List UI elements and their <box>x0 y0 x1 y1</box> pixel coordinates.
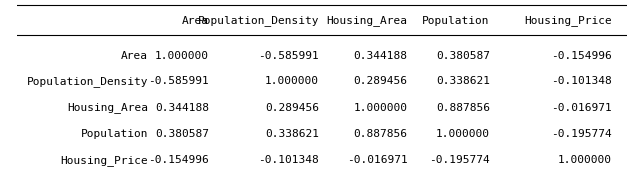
Text: -0.101348: -0.101348 <box>258 155 319 165</box>
Text: Population: Population <box>422 16 490 26</box>
Text: -0.195774: -0.195774 <box>429 155 490 165</box>
Text: 0.289456: 0.289456 <box>354 76 408 86</box>
Text: -0.016971: -0.016971 <box>551 103 612 113</box>
Text: 0.289456: 0.289456 <box>265 103 319 113</box>
Text: 1.000000: 1.000000 <box>436 129 490 139</box>
Text: -0.154996: -0.154996 <box>149 155 209 165</box>
Text: -0.585991: -0.585991 <box>149 76 209 86</box>
Text: 1.000000: 1.000000 <box>265 76 319 86</box>
Text: Housing_Area: Housing_Area <box>67 102 148 113</box>
Text: 0.380587: 0.380587 <box>155 129 209 139</box>
Text: Housing_Price: Housing_Price <box>60 155 148 166</box>
Text: Population: Population <box>81 129 148 139</box>
Text: Housing_Area: Housing_Area <box>327 16 408 26</box>
Text: Population_Density: Population_Density <box>198 16 319 26</box>
Text: Population_Density: Population_Density <box>27 76 148 87</box>
Text: 1.000000: 1.000000 <box>558 155 612 165</box>
Text: 0.344188: 0.344188 <box>354 51 408 61</box>
Text: -0.016971: -0.016971 <box>347 155 408 165</box>
Text: 1.000000: 1.000000 <box>354 103 408 113</box>
Text: -0.585991: -0.585991 <box>258 51 319 61</box>
Text: Area: Area <box>121 51 148 61</box>
Text: 1.000000: 1.000000 <box>155 51 209 61</box>
Text: 0.887856: 0.887856 <box>436 103 490 113</box>
Text: -0.101348: -0.101348 <box>551 76 612 86</box>
Text: Housing_Price: Housing_Price <box>524 16 612 26</box>
Text: 0.338621: 0.338621 <box>265 129 319 139</box>
Text: 0.380587: 0.380587 <box>436 51 490 61</box>
Text: 0.344188: 0.344188 <box>155 103 209 113</box>
Text: -0.195774: -0.195774 <box>551 129 612 139</box>
Text: Area: Area <box>182 16 209 26</box>
Text: -0.154996: -0.154996 <box>551 51 612 61</box>
Text: 0.338621: 0.338621 <box>436 76 490 86</box>
Text: 0.887856: 0.887856 <box>354 129 408 139</box>
